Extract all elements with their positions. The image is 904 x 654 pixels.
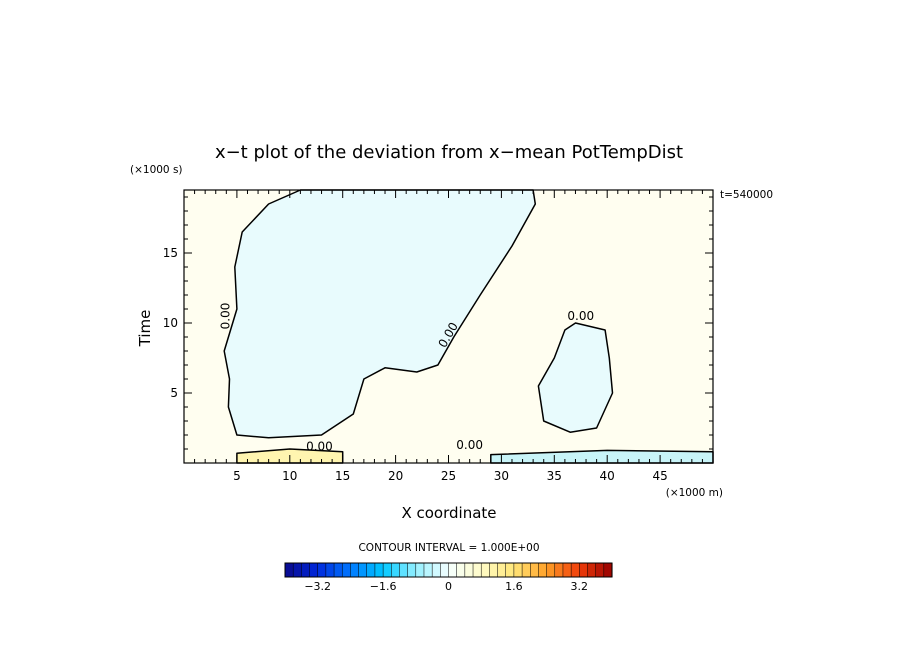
colorbar-cell: [284, 562, 294, 578]
colorbar-cell: [603, 562, 613, 578]
colorbar-cell: [480, 562, 490, 578]
colorbar-cell: [431, 562, 441, 578]
colorbar-tick-label: 0: [445, 580, 452, 593]
contour-interval-label: CONTOUR INTERVAL = 1.000E+00: [358, 542, 539, 554]
colorbar-cell: [472, 562, 482, 578]
x-tick-label: 30: [494, 469, 509, 483]
colorbar-cell: [423, 562, 433, 578]
colorbar-cell: [374, 562, 384, 578]
colorbar-cell: [301, 562, 311, 578]
x-tick-label: 15: [335, 469, 350, 483]
y-tick-label: 15: [163, 246, 178, 260]
x-tick-label: 10: [282, 469, 297, 483]
x-axis-label: X coordinate: [401, 504, 496, 522]
colorbar-cell: [440, 562, 450, 578]
colorbar-cell: [546, 562, 556, 578]
colorbar-frame: [284, 562, 613, 578]
colorbar-cell: [505, 562, 515, 578]
x-unit-label: (×1000 m): [666, 487, 723, 499]
contour-region-negative: [537, 322, 614, 433]
colorbar-cell: [382, 562, 392, 578]
colorbar-cell: [350, 562, 360, 578]
plot-area: 0.000.000.000.000.005 10 15 20 25 30 35 40 45510…: [163, 189, 714, 483]
colorbar-cell: [366, 562, 376, 578]
colorbar-cell: [448, 562, 458, 578]
x-tick-label: 35: [547, 469, 562, 483]
y-tick-label: 10: [163, 316, 178, 330]
colorbar-cell: [562, 562, 572, 578]
time-annotation: t=540000: [720, 189, 773, 201]
colorbar-cell: [399, 562, 409, 578]
y-unit-label: (×1000 s): [130, 164, 183, 176]
colorbar-cell: [595, 562, 605, 578]
y-tick-label: 5: [170, 386, 178, 400]
colorbar-cell: [513, 562, 523, 578]
colorbar-cell: [464, 562, 474, 578]
colorbar-cell: [579, 562, 589, 578]
x-tick-label: 20: [388, 469, 403, 483]
colorbar-cell: [415, 562, 425, 578]
colorbar-cell: [497, 562, 507, 578]
colorbar-cell: [587, 562, 597, 578]
contour-region-negative: [223, 189, 537, 439]
colorbar-cell: [391, 562, 400, 578]
colorbar-tick-label: −3.2: [304, 580, 331, 593]
colorbar-cell: [292, 562, 302, 578]
colorbar-cell: [489, 562, 499, 578]
contour-label: 0.00: [218, 303, 232, 330]
colorbar-cell: [530, 562, 539, 578]
colorbar: −3.2 −1.6 0 1.6 3.2: [284, 562, 613, 593]
colorbar-cell: [456, 562, 466, 578]
colorbar-cell: [554, 562, 564, 578]
colorbar-cell: [521, 562, 531, 578]
contour-label: 0.00: [567, 309, 594, 323]
x-tick-label: 5: [233, 469, 241, 483]
y-axis-label: Time: [136, 310, 154, 348]
colorbar-cell: [333, 562, 343, 578]
colorbar-cell: [538, 562, 548, 578]
chart-title: x−t plot of the deviation from x−mean Po…: [215, 142, 683, 163]
colorbar-cell: [407, 562, 417, 578]
x-tick-label: 45: [652, 469, 667, 483]
colorbar-tick-label: 1.6: [505, 580, 523, 593]
colorbar-cell: [317, 562, 327, 578]
x-tick-label: 40: [600, 469, 615, 483]
colorbar-cell: [570, 562, 580, 578]
colorbar-cell: [341, 562, 351, 578]
x-tick-label: 25: [441, 469, 456, 483]
colorbar-cell: [325, 562, 335, 578]
contour-label: 0.00: [306, 439, 333, 453]
colorbar-tick-label: −1.6: [370, 580, 397, 593]
colorbar-cell: [309, 562, 319, 578]
contour-label: 0.00: [456, 438, 483, 452]
colorbar-tick-label: 3.2: [571, 580, 589, 593]
colorbar-cell: [358, 562, 368, 578]
